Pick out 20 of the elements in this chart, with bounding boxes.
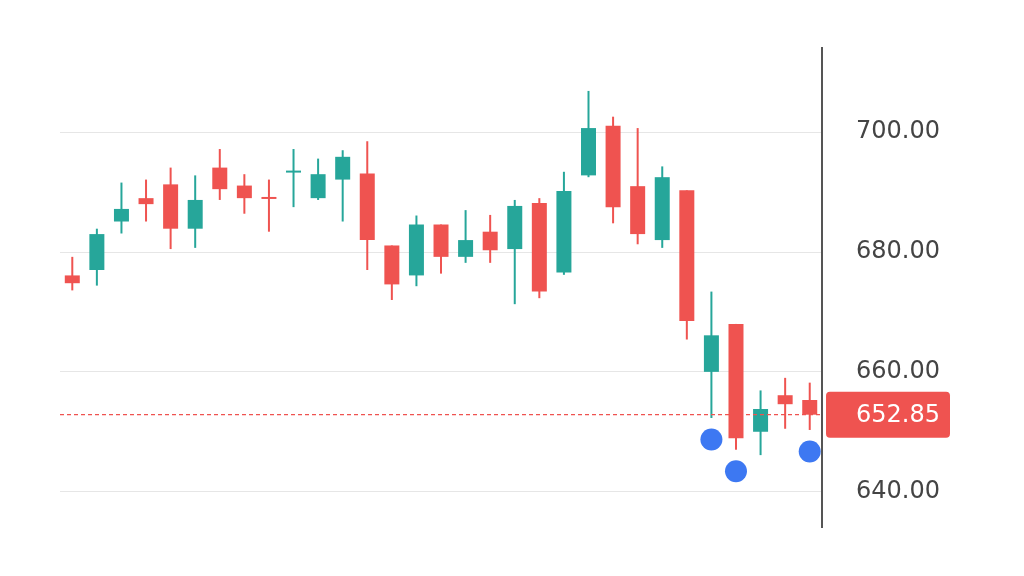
candlestick xyxy=(310,157,326,201)
candlestick xyxy=(753,389,769,457)
ref-line-label: 652.85 xyxy=(856,399,941,428)
point xyxy=(798,440,821,463)
candlestick xyxy=(261,178,277,233)
candlestick xyxy=(212,148,228,201)
point xyxy=(700,428,723,451)
y-tick-label: 660.00 xyxy=(856,356,941,385)
candlestick xyxy=(236,173,252,215)
candlestick xyxy=(335,149,351,223)
candlestick xyxy=(458,209,474,264)
candlestick xyxy=(138,178,154,223)
y-tick-label: 640.00 xyxy=(856,475,941,504)
point xyxy=(724,460,747,483)
candlestick xyxy=(64,255,80,292)
y-tick-label: 700.00 xyxy=(856,116,941,145)
y-tick-label: 680.00 xyxy=(856,236,941,265)
candlestick xyxy=(482,213,498,264)
candlestick xyxy=(113,181,129,235)
candlestick xyxy=(286,148,302,209)
